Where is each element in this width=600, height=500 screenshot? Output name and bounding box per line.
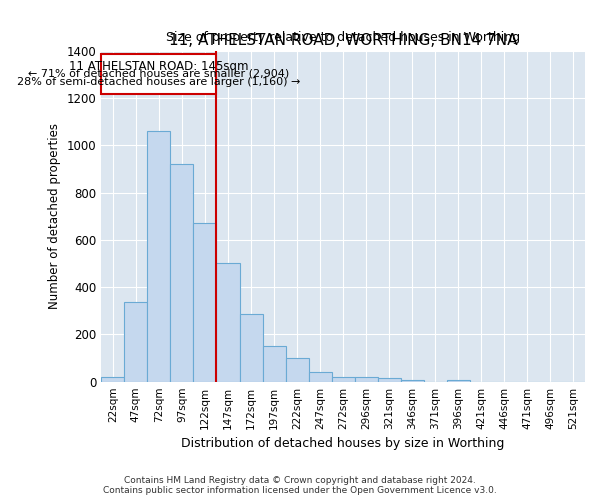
Bar bbox=[286, 358, 308, 382]
Bar bbox=[193, 224, 217, 382]
Bar bbox=[447, 380, 470, 382]
Bar bbox=[101, 377, 124, 382]
Text: 11 ATHELSTAN ROAD: 145sqm: 11 ATHELSTAN ROAD: 145sqm bbox=[69, 60, 248, 73]
Bar bbox=[239, 314, 263, 382]
Bar bbox=[217, 264, 239, 382]
Bar bbox=[355, 377, 378, 382]
Text: Contains HM Land Registry data © Crown copyright and database right 2024.
Contai: Contains HM Land Registry data © Crown c… bbox=[103, 476, 497, 495]
Text: ← 71% of detached houses are smaller (2,904): ← 71% of detached houses are smaller (2,… bbox=[28, 68, 290, 78]
Bar bbox=[378, 378, 401, 382]
FancyBboxPatch shape bbox=[101, 54, 217, 94]
Bar bbox=[332, 377, 355, 382]
Bar bbox=[170, 164, 193, 382]
Bar bbox=[263, 346, 286, 382]
Bar bbox=[124, 302, 148, 382]
Title: 11, ATHELSTAN ROAD, WORTHING, BN14 7NA: 11, ATHELSTAN ROAD, WORTHING, BN14 7NA bbox=[169, 33, 517, 48]
Bar bbox=[148, 131, 170, 382]
Text: Size of property relative to detached houses in Worthing: Size of property relative to detached ho… bbox=[166, 31, 520, 44]
Bar bbox=[401, 380, 424, 382]
Bar bbox=[308, 372, 332, 382]
Text: 28% of semi-detached houses are larger (1,160) →: 28% of semi-detached houses are larger (… bbox=[17, 76, 301, 86]
X-axis label: Distribution of detached houses by size in Worthing: Distribution of detached houses by size … bbox=[181, 437, 505, 450]
Y-axis label: Number of detached properties: Number of detached properties bbox=[48, 123, 61, 309]
